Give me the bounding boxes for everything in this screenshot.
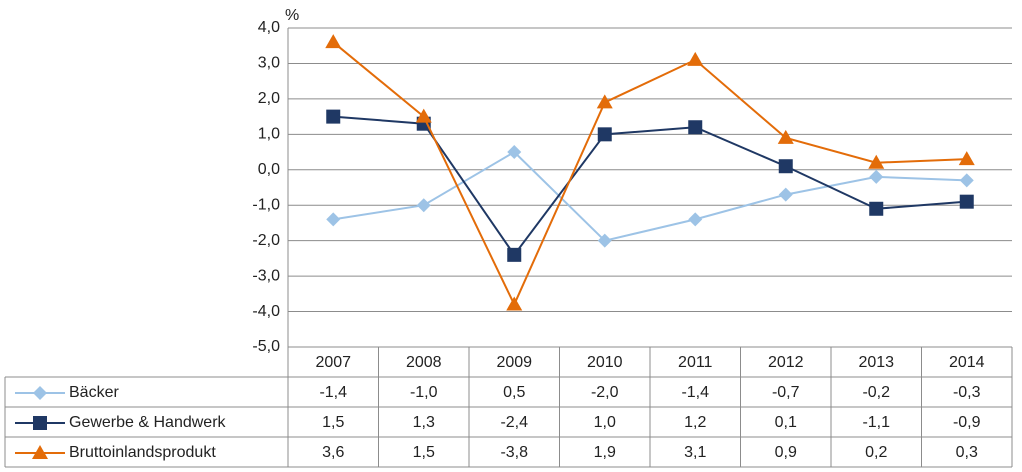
marker bbox=[326, 109, 341, 124]
y-tick-label: -2,0 bbox=[252, 232, 280, 249]
marker bbox=[416, 198, 431, 213]
x-tick-label: 2011 bbox=[678, 354, 713, 371]
marker bbox=[688, 212, 703, 227]
table-cell: 3,6 bbox=[322, 444, 344, 461]
table-cell: 1,5 bbox=[322, 414, 344, 431]
legend-marker bbox=[33, 386, 47, 400]
marker bbox=[325, 34, 342, 49]
legend-marker bbox=[33, 416, 47, 430]
marker bbox=[596, 94, 613, 109]
marker bbox=[777, 129, 794, 144]
marker bbox=[869, 201, 884, 216]
marker bbox=[869, 169, 884, 184]
table-cell: -0,3 bbox=[953, 384, 981, 401]
table-cell: -2,0 bbox=[591, 384, 619, 401]
y-tick-label: -5,0 bbox=[252, 338, 280, 355]
marker bbox=[959, 194, 974, 209]
table-cell: -0,2 bbox=[862, 384, 890, 401]
table-cell: -1,1 bbox=[862, 414, 890, 431]
table-cell: 0,3 bbox=[956, 444, 978, 461]
table-cell: 0,2 bbox=[865, 444, 887, 461]
table-cell: 1,3 bbox=[413, 414, 435, 431]
marker bbox=[507, 247, 522, 262]
table-cell: 1,0 bbox=[594, 414, 616, 431]
table-cell: -3,8 bbox=[500, 444, 528, 461]
table-cell: -0,7 bbox=[772, 384, 800, 401]
table-cell: -2,4 bbox=[500, 414, 528, 431]
marker bbox=[958, 151, 975, 166]
x-tick-label: 2014 bbox=[949, 354, 985, 371]
marker bbox=[507, 145, 522, 160]
marker bbox=[415, 108, 432, 123]
table-cell: 1,5 bbox=[413, 444, 435, 461]
legend-marker bbox=[32, 445, 48, 459]
y-tick-label: -1,0 bbox=[252, 196, 280, 213]
marker bbox=[597, 233, 612, 248]
y-tick-label: 1,0 bbox=[258, 126, 280, 143]
y-axis-label: % bbox=[285, 7, 299, 24]
x-tick-label: 2008 bbox=[406, 354, 442, 371]
series-line bbox=[332, 41, 967, 307]
marker bbox=[326, 212, 341, 227]
table-cell: 0,1 bbox=[775, 414, 797, 431]
marker bbox=[688, 120, 703, 135]
series-line bbox=[333, 115, 967, 257]
x-tick-label: 2013 bbox=[858, 354, 894, 371]
table-cell: -1,0 bbox=[410, 384, 438, 401]
legend-label: Bäcker bbox=[69, 384, 119, 401]
table-cell: -1,4 bbox=[319, 384, 347, 401]
x-tick-label: 2012 bbox=[768, 354, 804, 371]
table-cell: -0,9 bbox=[953, 414, 981, 431]
marker bbox=[778, 159, 793, 174]
x-tick-label: 2007 bbox=[315, 354, 351, 371]
marker bbox=[959, 173, 974, 188]
marker bbox=[778, 187, 793, 202]
y-tick-label: 3,0 bbox=[258, 55, 280, 72]
marker bbox=[687, 51, 704, 66]
table-cell: 1,2 bbox=[684, 414, 706, 431]
marker bbox=[868, 154, 885, 169]
table-cell: -1,4 bbox=[681, 384, 709, 401]
y-tick-label: -3,0 bbox=[252, 267, 280, 284]
table-cell: 0,5 bbox=[503, 384, 525, 401]
y-tick-label: -4,0 bbox=[252, 303, 280, 320]
x-tick-label: 2010 bbox=[587, 354, 623, 371]
table-cell: 1,9 bbox=[594, 444, 616, 461]
y-tick-label: 2,0 bbox=[258, 90, 280, 107]
marker bbox=[506, 296, 523, 311]
marker bbox=[597, 127, 612, 142]
table-cell: 0,9 bbox=[775, 444, 797, 461]
x-tick-label: 2009 bbox=[496, 354, 532, 371]
table-cell: 3,1 bbox=[684, 444, 706, 461]
y-tick-label: 0,0 bbox=[258, 161, 280, 178]
y-tick-label: 4,0 bbox=[258, 19, 280, 36]
series-line bbox=[333, 150, 967, 242]
legend-label: Gewerbe & Handwerk bbox=[69, 414, 227, 431]
legend-label: Bruttoinlandsprodukt bbox=[69, 444, 216, 461]
